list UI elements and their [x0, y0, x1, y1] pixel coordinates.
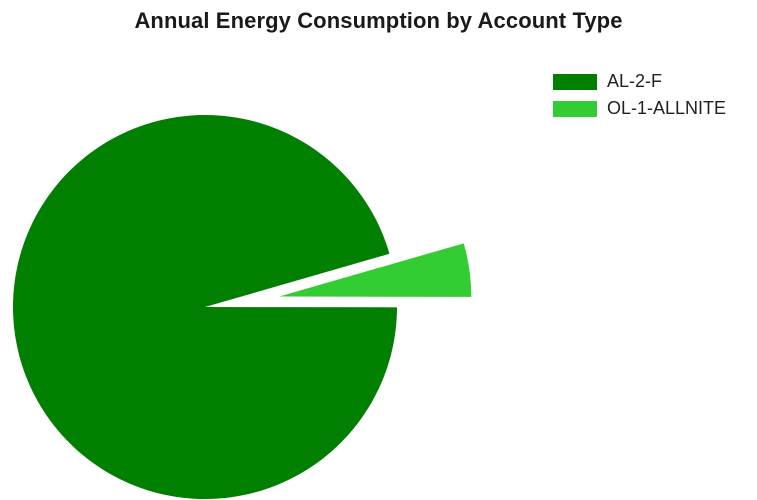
legend-swatch-ol-1-allnite [553, 100, 597, 117]
legend-label-ol-1-allnite: OL-1-ALLNITE [607, 98, 727, 118]
legend: AL-2-F OL-1-ALLNITE [553, 68, 726, 122]
legend-swatch-al-2-f [553, 73, 597, 90]
legend-item-al-2-f: AL-2-F [553, 68, 726, 95]
legend-item-ol-1-allnite: OL-1-ALLNITE [553, 95, 726, 122]
pie-slice-ol-1-allnite [279, 243, 472, 297]
legend-label-al-2-f: AL-2-F [607, 71, 663, 91]
pie-slice-al-2-f [12, 114, 397, 499]
chart-title: Annual Energy Consumption by Account Typ… [134, 8, 623, 33]
